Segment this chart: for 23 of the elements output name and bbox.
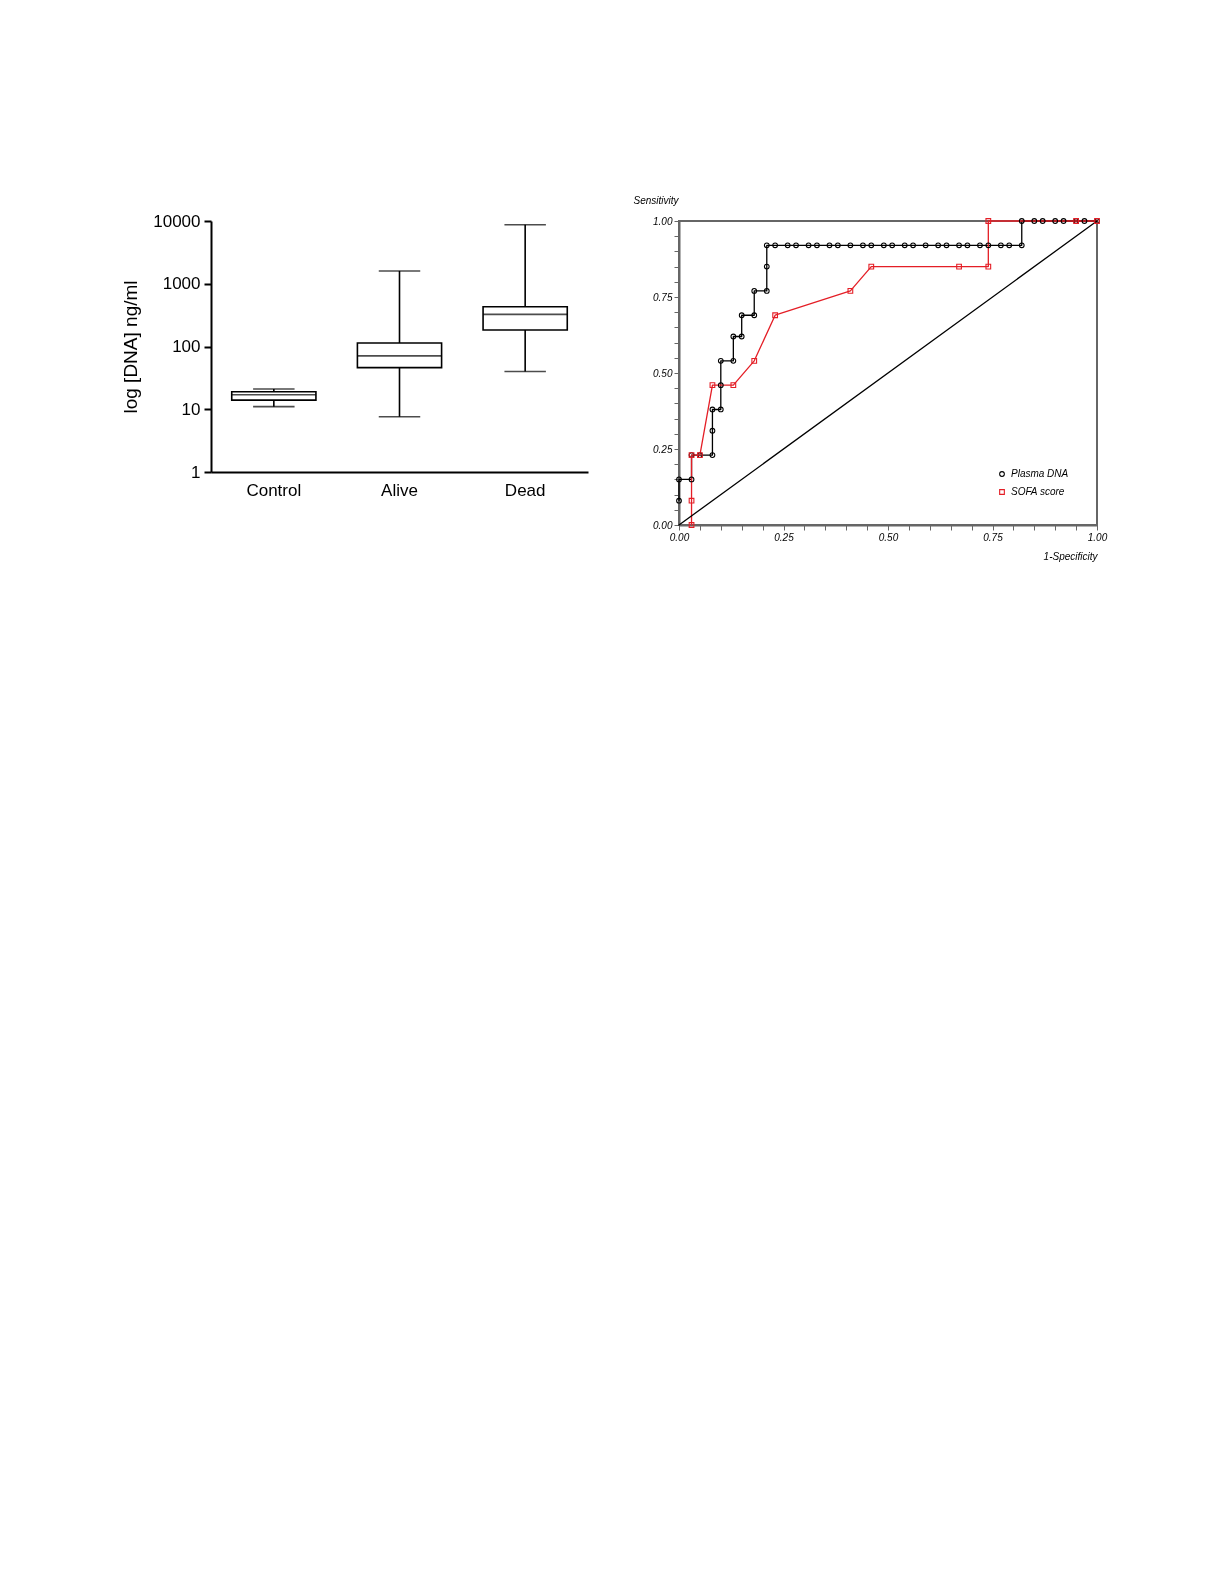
y-tick-label: 0.25 — [653, 443, 673, 455]
x-tick-label: 0.00 — [669, 531, 690, 543]
y-tick-label: 100 — [172, 337, 201, 356]
y-tick-label: 0.75 — [653, 291, 673, 303]
x-tick-label: Alive — [381, 480, 418, 500]
y-axis-title: log [DNA] ng/ml — [120, 280, 142, 414]
x-tick-label: 0.25 — [774, 531, 795, 543]
x-tick-label: Dead — [504, 480, 546, 500]
y-tick-label: 10000 — [153, 211, 201, 231]
y-axis-title: Sensitivity — [633, 194, 680, 206]
y-tick-label: 1000 — [162, 274, 201, 294]
legend-label: SOFA score — [1011, 486, 1065, 497]
x-axis-title: 1-Specificity — [1043, 550, 1099, 562]
legend-label: Plasma DNA — [1011, 468, 1069, 479]
x-tick-label: 0.75 — [983, 531, 1004, 543]
y-tick-label: 10 — [181, 399, 201, 419]
y-tick-label: 0.00 — [653, 519, 673, 531]
x-tick-label: 0.50 — [878, 531, 899, 543]
y-tick-label: 1.00 — [653, 215, 673, 227]
y-tick-label: 0.50 — [653, 367, 673, 379]
x-tick-label: Control — [246, 480, 302, 500]
y-tick-label: 1 — [191, 462, 201, 482]
x-tick-label: 1.00 — [1087, 531, 1108, 543]
